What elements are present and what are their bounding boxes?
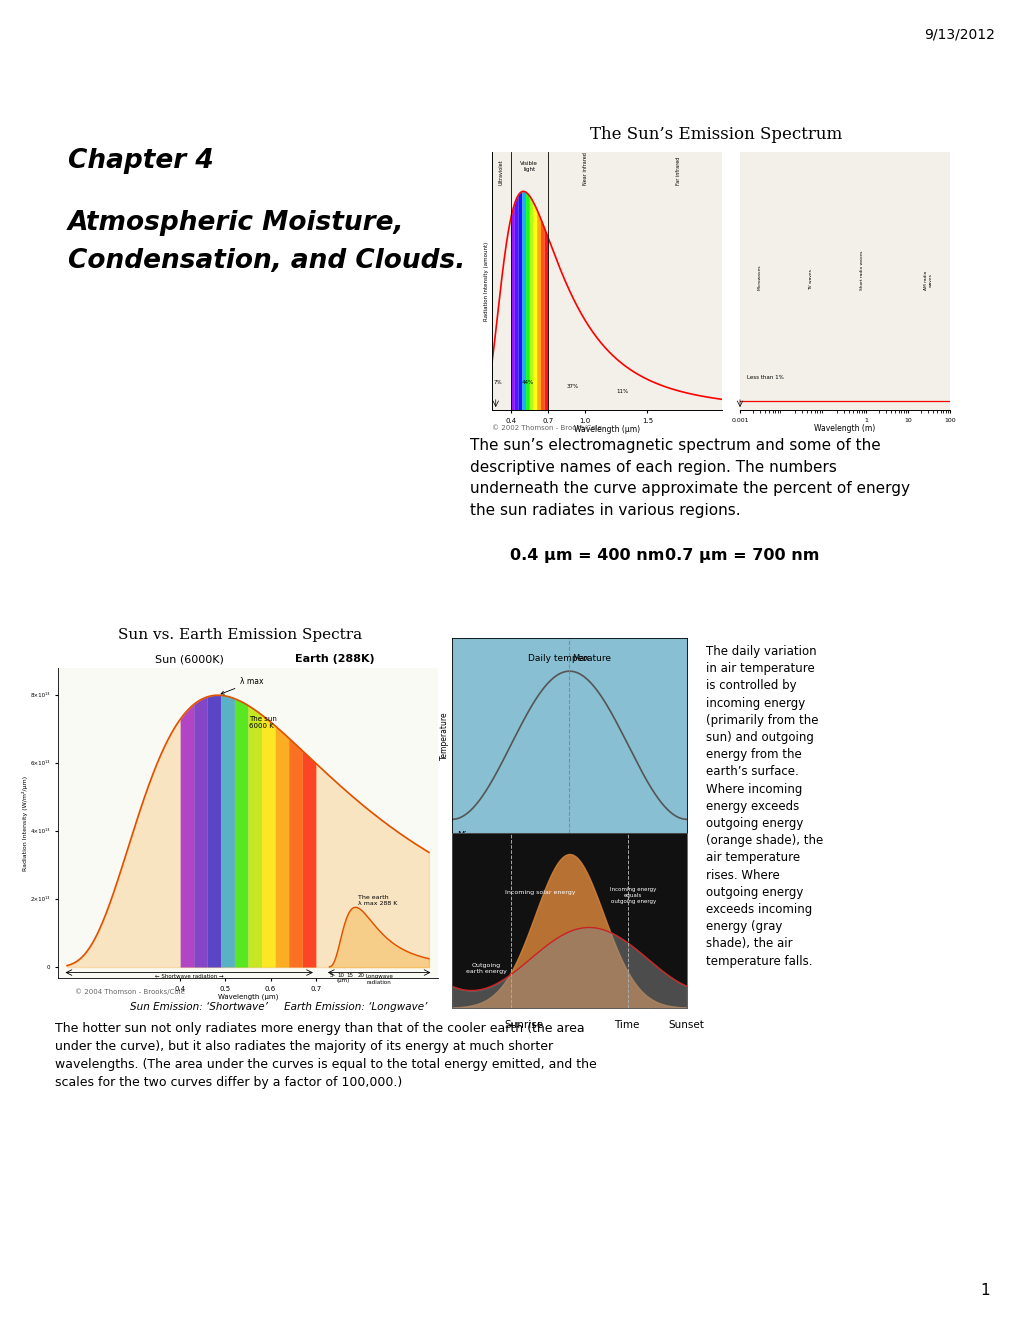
Text: 15: 15 — [345, 973, 353, 978]
Text: λ max: λ max — [221, 677, 264, 694]
Text: The sun
6000 K: The sun 6000 K — [249, 715, 277, 729]
Text: 11%: 11% — [615, 388, 628, 393]
X-axis label: Wavelength (μm): Wavelength (μm) — [218, 993, 278, 999]
Text: Longwave
radiation: Longwave radiation — [365, 974, 392, 985]
Text: 37%: 37% — [567, 384, 579, 389]
Text: Far infrared: Far infrared — [676, 157, 681, 185]
Text: 10: 10 — [337, 973, 343, 978]
Text: Atmospheric Moisture,: Atmospheric Moisture, — [68, 210, 405, 236]
Text: 44%: 44% — [522, 380, 534, 384]
Text: © 2002 Thomson - Brooks/Cole: © 2002 Thomson - Brooks/Cole — [491, 424, 601, 430]
X-axis label: Wavelength (μm): Wavelength (μm) — [574, 425, 640, 434]
Y-axis label: Radiation Intensity (amount): Radiation Intensity (amount) — [484, 242, 489, 321]
Text: © 2004 Thomson - Brooks/Cole: © 2004 Thomson - Brooks/Cole — [75, 987, 184, 995]
Text: Near infrared: Near infrared — [582, 152, 587, 185]
Text: Ultraviolet: Ultraviolet — [497, 160, 502, 185]
Text: 0.7 μm = 700 nm: 0.7 μm = 700 nm — [664, 548, 818, 564]
Text: ← Shortwave radiation →: ← Shortwave radiation → — [155, 974, 223, 979]
Text: Incoming energy
equals
outgoing energy: Incoming energy equals outgoing energy — [609, 887, 655, 904]
Text: The sun’s electromagnetic spectrum and some of the
descriptive names of each reg: The sun’s electromagnetic spectrum and s… — [470, 438, 909, 517]
Text: AM radio
waves: AM radio waves — [923, 271, 931, 290]
Text: Min: Min — [457, 832, 472, 840]
Text: Condensation, and Clouds.: Condensation, and Clouds. — [68, 248, 465, 275]
Text: Sun vs. Earth Emission Spectra: Sun vs. Earth Emission Spectra — [118, 628, 362, 642]
Text: Sun Emission: ‘Shortwave’     Earth Emission: ‘Longwave’: Sun Emission: ‘Shortwave’ Earth Emission… — [129, 1002, 427, 1012]
Text: TV waves: TV waves — [808, 269, 812, 290]
Text: Less than 1%: Less than 1% — [747, 375, 784, 380]
Text: Microwaves: Microwaves — [757, 264, 761, 290]
Text: Short radio waves: Short radio waves — [859, 251, 863, 290]
Text: (μm): (μm) — [336, 978, 350, 983]
Text: Chapter 4: Chapter 4 — [68, 148, 214, 174]
X-axis label: Wavelength (m): Wavelength (m) — [813, 424, 874, 433]
Text: Visible
light: Visible light — [520, 161, 538, 172]
Text: Time: Time — [613, 1020, 639, 1030]
Text: Daily temperature: Daily temperature — [528, 653, 610, 663]
Text: Max: Max — [572, 655, 589, 664]
Text: Sun (6000K): Sun (6000K) — [155, 653, 223, 664]
Text: 7%: 7% — [493, 380, 502, 384]
Text: The earth
λ max 288 K: The earth λ max 288 K — [358, 895, 396, 906]
Text: 9/13/2012: 9/13/2012 — [923, 28, 994, 42]
Text: 1: 1 — [979, 1283, 989, 1298]
Text: Sunset: Sunset — [667, 1020, 703, 1030]
Text: Incoming solar energy: Incoming solar energy — [504, 890, 575, 895]
Text: The Sun’s Emission Spectrum: The Sun’s Emission Spectrum — [589, 125, 842, 143]
Text: 0.4 μm = 400 nm: 0.4 μm = 400 nm — [510, 548, 663, 564]
Text: The daily variation
in air temperature
is controlled by
incoming energy
(primari: The daily variation in air temperature i… — [705, 645, 822, 968]
Text: Sunrise: Sunrise — [504, 1020, 543, 1030]
Y-axis label: Radiation Intensity (W/m²/μm): Radiation Intensity (W/m²/μm) — [22, 775, 29, 871]
Text: 20: 20 — [358, 973, 364, 978]
Text: Outgoing
earth energy: Outgoing earth energy — [466, 964, 506, 974]
Y-axis label: Energy rate: Energy rate — [440, 898, 448, 942]
Text: 5: 5 — [329, 973, 333, 978]
Text: The hotter sun not only radiates more energy than that of the cooler earth (the : The hotter sun not only radiates more en… — [55, 1022, 596, 1089]
Y-axis label: Temperature: Temperature — [440, 711, 448, 760]
Text: Earth (288K): Earth (288K) — [294, 653, 374, 664]
